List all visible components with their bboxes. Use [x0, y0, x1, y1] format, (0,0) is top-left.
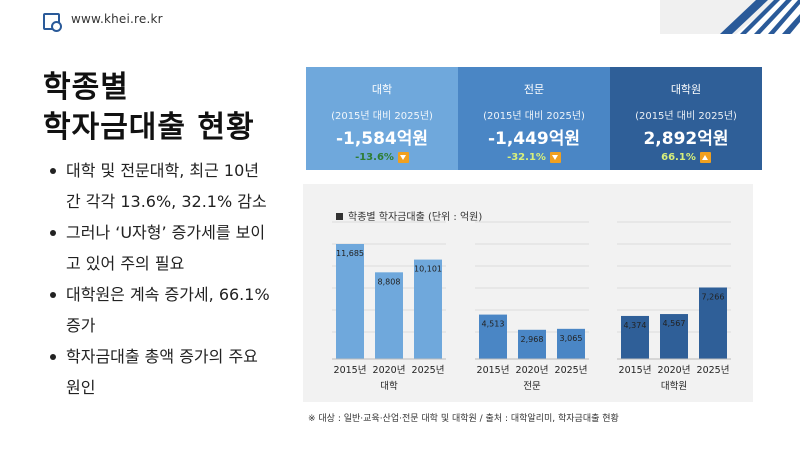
- x-tick-label: 2025년: [412, 365, 445, 376]
- summary-card-junior-college: 전문 (2015년 대비 2025년) -1,449억원 -32.1%: [458, 67, 610, 170]
- bullet-list: 대학 및 전문대학, 최근 10년간 각각 13.6%, 32.1% 감소 그러…: [48, 155, 273, 403]
- bar: [336, 244, 364, 359]
- bar-value-label: 11,685: [336, 249, 364, 258]
- bar: [414, 259, 442, 359]
- x-tick-label: 2020년: [516, 365, 549, 376]
- legend-square-icon: [336, 213, 343, 220]
- bar-value-label: 2,968: [521, 335, 544, 344]
- group-label: 대학: [380, 381, 398, 392]
- bar-value-label: 7,266: [702, 292, 725, 301]
- page-title: 학종별 학자금대출 현황: [43, 68, 255, 148]
- corner-stripes-decoration: [660, 0, 800, 34]
- group-label: 대학원: [661, 381, 687, 392]
- card-title: 대학원: [670, 83, 702, 96]
- x-tick-label: 2015년: [619, 365, 652, 376]
- bullet-item: 대학원은 계속 증가세, 66.1% 증가: [48, 279, 273, 341]
- card-percent: -13.6%: [355, 152, 394, 163]
- card-value: -1,584억원: [335, 129, 429, 149]
- bar-value-label: 4,374: [624, 321, 647, 330]
- bar-value-label: 8,808: [378, 277, 401, 286]
- x-tick-label: 2020년: [373, 365, 406, 376]
- page-title-line2: 학자금대출 현황: [43, 110, 255, 145]
- card-percent-row: -32.1%: [458, 152, 610, 163]
- arrow-down-icon: [549, 152, 561, 163]
- arrow-down-icon: [397, 152, 409, 163]
- bullet-item: 대학 및 전문대학, 최근 10년간 각각 13.6%, 32.1% 감소: [48, 155, 273, 217]
- card-subtitle: (2015년 대비 2025년): [635, 111, 737, 122]
- footnote: ※ 대상 : 일반·교육·산업·전문 대학 및 대학원 / 출처 : 대학알리미…: [308, 414, 619, 424]
- card-percent: 66.1%: [661, 152, 696, 163]
- chart-title: 학종별 학자금대출 (단위 : 억원): [336, 208, 482, 223]
- summary-card-university: 대학 (2015년 대비 2025년) -1,584억원 -13.6%: [306, 67, 458, 170]
- card-title: 전문: [523, 83, 545, 96]
- bar: [557, 328, 585, 359]
- bar: [621, 315, 649, 359]
- chart-panel: 학종별 학자금대출 (단위 : 억원) 11,685 2015년 8,808 2020…: [303, 184, 753, 402]
- card-subtitle: (2015년 대비 2025년): [483, 111, 585, 122]
- bar: [479, 314, 507, 359]
- bar-value-label: 10,101: [414, 265, 442, 274]
- bar: [375, 272, 403, 359]
- x-tick-label: 2020년: [658, 365, 691, 376]
- card-value: 2,892억원: [643, 129, 729, 149]
- x-tick-label: 2015년: [477, 365, 510, 376]
- summary-card-graduate: 대학원 (2015년 대비 2025년) 2,892억원 66.1%: [610, 67, 762, 170]
- card-percent-row: -13.6%: [306, 152, 458, 163]
- page-title-line1: 학종별: [43, 70, 129, 105]
- arrow-up-icon: [699, 152, 711, 163]
- card-title: 대학: [371, 83, 393, 96]
- site-logo-icon: [43, 13, 62, 32]
- x-tick-label: 2025년: [697, 365, 730, 376]
- bar-value-label: 3,065: [560, 334, 583, 343]
- card-value: -1,449억원: [487, 129, 581, 149]
- group-label: 전문: [523, 381, 541, 392]
- bar: [660, 314, 688, 359]
- x-tick-label: 2015년: [334, 365, 367, 376]
- bar: [699, 287, 727, 359]
- chart-title-text: 학종별 학자금대출 (단위 : 억원): [348, 212, 483, 223]
- card-percent: -32.1%: [507, 152, 546, 163]
- site-url[interactable]: www.khei.re.kr: [71, 12, 163, 26]
- bar: [518, 329, 546, 359]
- bullet-item: 그러나 ‘U자형’ 증가세를 보이고 있어 주의 필요: [48, 217, 273, 279]
- bar-value-label: 4,513: [482, 320, 505, 329]
- bar-value-label: 4,567: [663, 319, 686, 328]
- card-percent-row: 66.1%: [610, 152, 762, 163]
- bullet-item: 학자금대출 총액 증가의 주요 원인: [48, 341, 273, 403]
- card-subtitle: (2015년 대비 2025년): [331, 111, 433, 122]
- x-tick-label: 2025년: [555, 365, 588, 376]
